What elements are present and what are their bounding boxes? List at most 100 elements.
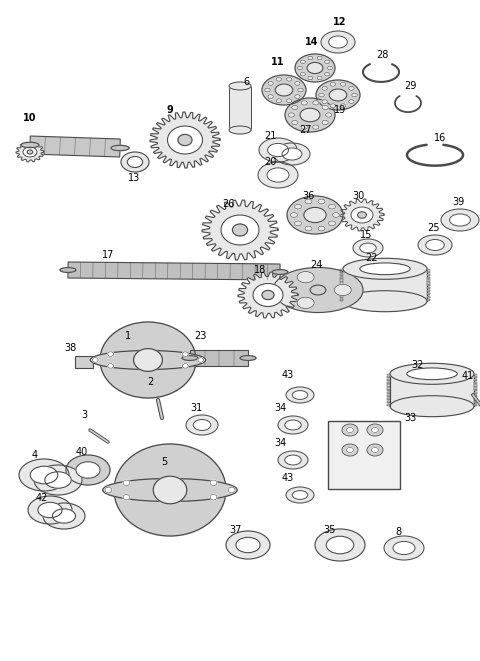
Ellipse shape <box>305 226 312 231</box>
Ellipse shape <box>258 162 298 188</box>
Ellipse shape <box>317 76 322 80</box>
Ellipse shape <box>90 350 205 369</box>
Bar <box>474 380 477 381</box>
Bar <box>427 300 431 301</box>
Ellipse shape <box>286 387 314 403</box>
Ellipse shape <box>318 199 325 204</box>
Bar <box>340 284 343 285</box>
Bar <box>387 401 390 402</box>
Ellipse shape <box>295 81 300 85</box>
Ellipse shape <box>275 84 293 96</box>
Ellipse shape <box>322 105 328 110</box>
Polygon shape <box>68 262 280 280</box>
Bar <box>387 387 390 389</box>
Bar <box>474 375 477 377</box>
Ellipse shape <box>253 284 283 307</box>
Text: 2: 2 <box>147 377 153 387</box>
Ellipse shape <box>52 509 75 523</box>
Ellipse shape <box>333 213 339 217</box>
Bar <box>387 398 390 399</box>
Ellipse shape <box>276 77 282 81</box>
Ellipse shape <box>267 168 289 182</box>
Ellipse shape <box>393 541 415 555</box>
Text: 28: 28 <box>376 50 388 60</box>
Bar <box>340 269 343 270</box>
Ellipse shape <box>372 447 379 453</box>
Ellipse shape <box>298 88 303 92</box>
Text: 16: 16 <box>434 133 446 143</box>
Ellipse shape <box>123 494 130 500</box>
Ellipse shape <box>38 502 62 518</box>
Ellipse shape <box>286 487 314 503</box>
Bar <box>427 269 431 270</box>
Ellipse shape <box>262 75 306 105</box>
Ellipse shape <box>121 152 149 172</box>
Bar <box>75 356 93 368</box>
Text: 27: 27 <box>300 125 312 135</box>
Ellipse shape <box>343 258 427 280</box>
Ellipse shape <box>127 157 143 167</box>
Ellipse shape <box>278 416 308 434</box>
Ellipse shape <box>310 285 326 295</box>
Text: 9: 9 <box>167 105 173 115</box>
Ellipse shape <box>108 352 114 356</box>
Bar <box>474 374 477 375</box>
Ellipse shape <box>360 243 376 253</box>
Text: 6: 6 <box>243 77 249 87</box>
Ellipse shape <box>103 479 237 502</box>
Ellipse shape <box>300 60 305 63</box>
Ellipse shape <box>342 444 358 456</box>
Ellipse shape <box>384 536 424 560</box>
Ellipse shape <box>318 226 325 231</box>
Ellipse shape <box>292 490 308 500</box>
Ellipse shape <box>168 126 203 154</box>
Ellipse shape <box>28 496 72 524</box>
Ellipse shape <box>186 415 218 435</box>
Ellipse shape <box>300 73 305 76</box>
Ellipse shape <box>328 221 336 226</box>
Ellipse shape <box>367 424 383 436</box>
Ellipse shape <box>182 352 188 356</box>
Bar <box>229 86 251 130</box>
Ellipse shape <box>326 536 354 554</box>
Ellipse shape <box>43 503 85 529</box>
Polygon shape <box>190 350 248 366</box>
Ellipse shape <box>292 105 298 110</box>
Ellipse shape <box>60 268 76 272</box>
Ellipse shape <box>330 104 336 108</box>
Bar <box>474 377 477 378</box>
Ellipse shape <box>268 81 274 85</box>
Text: 17: 17 <box>102 250 114 260</box>
Bar <box>387 395 390 396</box>
Ellipse shape <box>351 207 373 223</box>
Ellipse shape <box>145 350 151 354</box>
Polygon shape <box>16 142 44 162</box>
Text: 1: 1 <box>125 331 131 341</box>
Text: 5: 5 <box>161 457 167 467</box>
Text: 21: 21 <box>264 131 276 141</box>
Ellipse shape <box>292 391 308 399</box>
Ellipse shape <box>324 73 330 76</box>
Ellipse shape <box>348 87 354 91</box>
Bar <box>427 275 431 276</box>
Text: 36: 36 <box>302 191 314 201</box>
Text: 3: 3 <box>81 410 87 420</box>
Bar <box>340 293 343 294</box>
Bar <box>474 396 477 397</box>
Bar <box>387 392 390 393</box>
Ellipse shape <box>329 89 347 101</box>
Text: 34: 34 <box>274 438 286 448</box>
Ellipse shape <box>312 125 319 130</box>
Ellipse shape <box>418 235 452 255</box>
Ellipse shape <box>23 147 37 157</box>
Ellipse shape <box>287 99 292 102</box>
Ellipse shape <box>34 465 82 495</box>
Ellipse shape <box>308 56 313 59</box>
Ellipse shape <box>340 83 346 86</box>
Text: 31: 31 <box>190 403 202 413</box>
Ellipse shape <box>295 54 335 82</box>
Ellipse shape <box>278 451 308 469</box>
Bar <box>340 295 343 297</box>
Ellipse shape <box>276 99 282 102</box>
Text: 41: 41 <box>462 371 474 381</box>
